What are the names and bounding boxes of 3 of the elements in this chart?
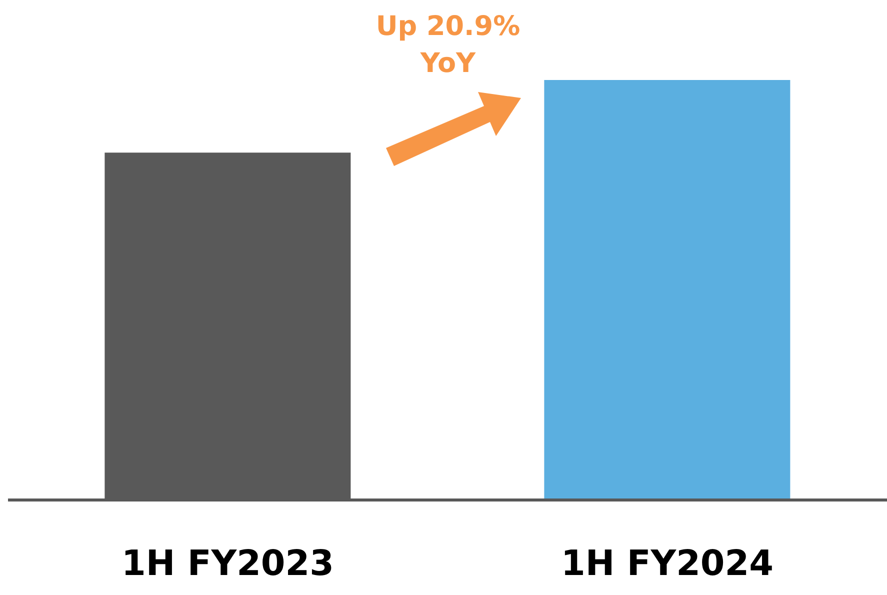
x-tick-label: 1H FY2024: [561, 544, 774, 584]
x-tick-label: 1H FY2023: [122, 544, 334, 584]
text: Up 20.9% YoY: [374, 10, 522, 81]
